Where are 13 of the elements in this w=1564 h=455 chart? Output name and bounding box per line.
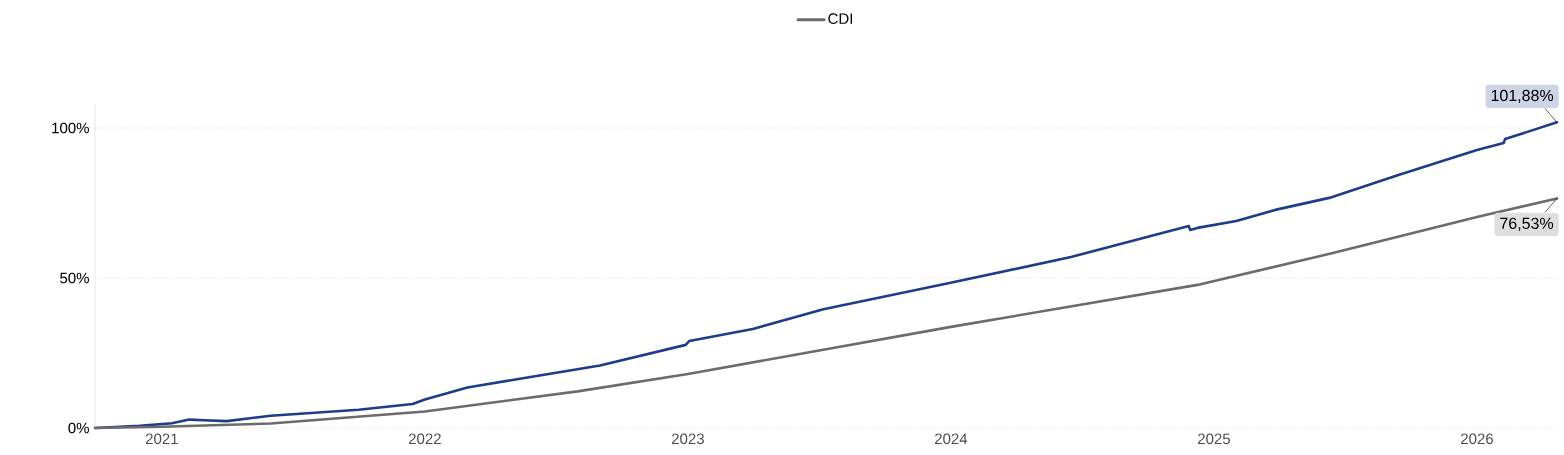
legend-label: CDI (828, 13, 853, 24)
x-tick-label: 2022 (408, 433, 441, 445)
x-tick-label: 2025 (1198, 433, 1231, 445)
data-label: 101,88% (1491, 89, 1554, 104)
x-tick-label: 2024 (935, 433, 968, 445)
y-tick-label: 100% (52, 122, 89, 134)
x-tick-label: 2026 (1461, 433, 1493, 445)
y-tick-label: 50% (60, 272, 89, 284)
line-series (93, 197, 1559, 430)
x-tick-label: 2023 (671, 433, 704, 445)
y-tick-label: 0% (68, 422, 89, 434)
data-label: 76,53% (1500, 217, 1554, 231)
x-tick-label: 2021 (145, 433, 178, 445)
